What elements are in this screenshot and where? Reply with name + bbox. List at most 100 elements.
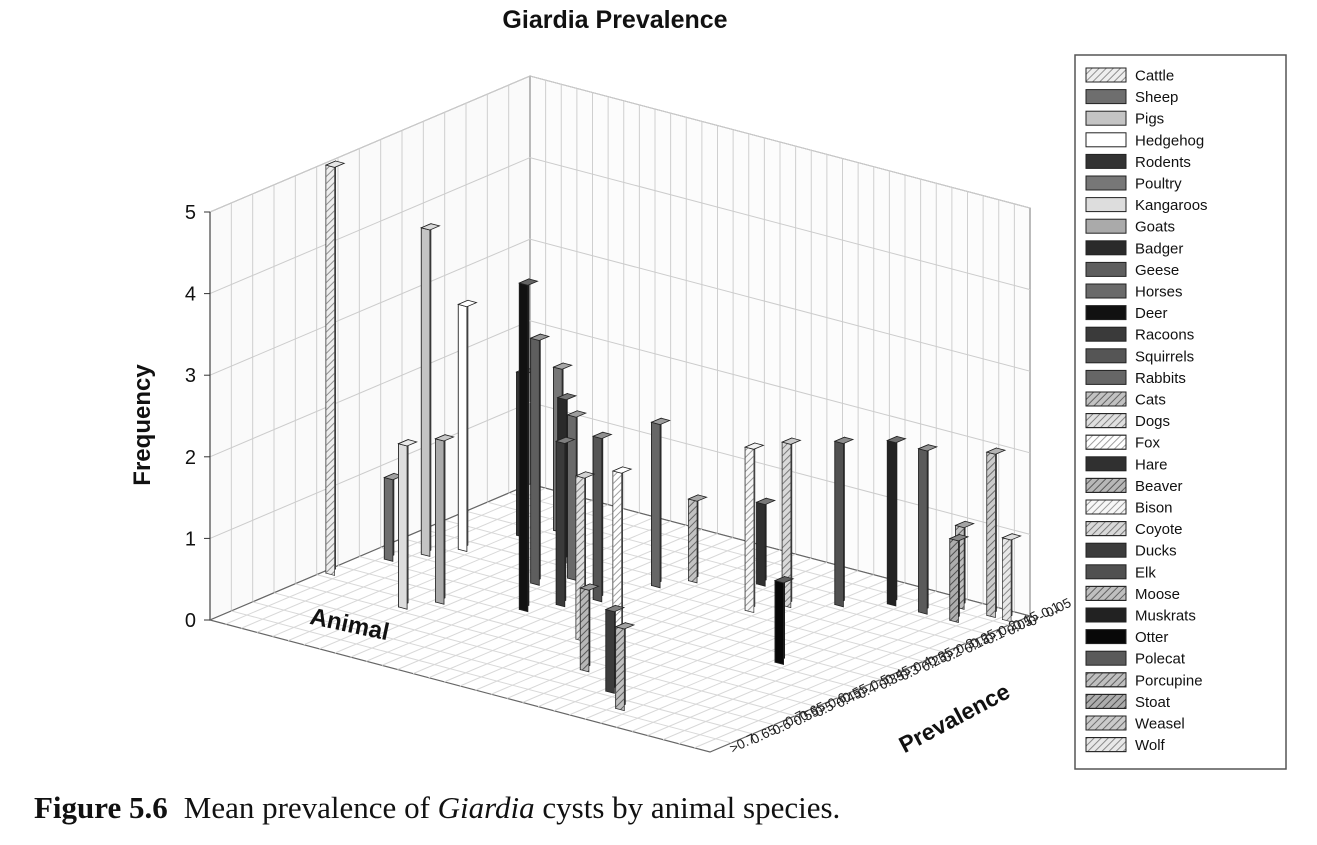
bar-front-tint — [1002, 537, 1011, 622]
floor-gridline — [475, 553, 796, 691]
legend-swatch — [1085, 348, 1127, 364]
caption-text-after: cysts by animal species. — [534, 790, 841, 825]
legend-item-geese: Geese — [1085, 261, 1179, 279]
bar-front-tint — [326, 165, 335, 576]
legend-label: Rabbits — [1135, 370, 1186, 387]
bar-top-face — [755, 497, 777, 506]
bar-front-face — [434, 438, 445, 605]
bar-top-face — [574, 471, 596, 479]
bar-top-face — [591, 431, 613, 440]
legend-item-deer: Deer — [1085, 305, 1168, 322]
legend-label: Porcupine — [1135, 672, 1203, 689]
y-tick-label: 0 — [185, 610, 196, 632]
legend-swatch-tint — [1085, 67, 1127, 83]
legend-item-sheep: Sheep — [1085, 89, 1178, 106]
bar-front-tint — [688, 499, 697, 583]
floor-gridline — [412, 537, 734, 675]
bar-cats — [687, 494, 708, 584]
legend-item-wolf: Wolf — [1085, 737, 1166, 754]
legend-label: Deer — [1135, 305, 1168, 322]
bar-front-face — [420, 227, 431, 557]
floor-gridline — [647, 599, 968, 736]
legend-label: Hare — [1135, 456, 1168, 473]
legend-item-otter: Otter — [1085, 629, 1168, 646]
y-axis-ticks: 0 1 2 3 4 5 — [185, 202, 210, 632]
legend-label: Squirrels — [1135, 348, 1194, 365]
bar-top-face — [1001, 533, 1022, 541]
floor-gridline — [231, 610, 732, 744]
y-tick-label: 1 — [185, 528, 196, 550]
caption-text-before: Mean prevalence of — [183, 790, 438, 825]
legend-label: Weasel — [1135, 716, 1185, 733]
legend-item-pigs: Pigs — [1085, 110, 1164, 128]
legend-swatch — [1085, 650, 1127, 666]
legend-label: Ducks — [1135, 543, 1177, 560]
floor-gridline — [380, 546, 881, 680]
legend-swatch-tint — [1085, 391, 1127, 407]
bar-front-face — [530, 337, 540, 586]
horizontal-gridline — [209, 320, 1031, 458]
legend-swatch — [1085, 564, 1127, 580]
bar-top-face — [529, 333, 551, 341]
legend-label: Moose — [1135, 586, 1180, 603]
bar-top-face — [687, 494, 708, 502]
bar-front-tint — [986, 452, 996, 618]
legend-item-porcupine: Porcupine — [1085, 672, 1203, 689]
bar-racoons — [554, 436, 576, 608]
bar-cattle — [324, 160, 346, 576]
bar-front-face — [774, 580, 784, 666]
bar-top-face — [611, 466, 633, 474]
legend-swatch — [1085, 542, 1127, 558]
bar-front-face — [834, 440, 844, 608]
legend-swatch — [1085, 110, 1127, 126]
caption-italic: Giardia — [437, 790, 535, 825]
bar-hedgehog — [457, 299, 478, 553]
horizontal-gridline — [209, 401, 1031, 539]
legend-label: Geese — [1135, 262, 1179, 279]
legend-label: Cattle — [1135, 68, 1174, 85]
bar-ducks — [604, 604, 626, 694]
legend-item-hare: Hare — [1085, 456, 1168, 473]
legend-item-polecat: Polecat — [1085, 650, 1186, 668]
chart-bars — [324, 160, 1022, 712]
bar-front-tint — [615, 626, 625, 711]
legend-swatch — [1085, 218, 1127, 234]
bar-rabbits — [650, 417, 671, 589]
legend-item-bison: Bison — [1085, 499, 1173, 517]
legend-swatch — [1085, 240, 1127, 256]
bar-top-face — [650, 417, 671, 426]
floor-gridline — [678, 607, 999, 745]
bar-deer — [518, 278, 539, 613]
bar-top-face — [780, 437, 802, 445]
bar-stoat — [948, 533, 970, 624]
legend-swatch-tint — [1085, 737, 1127, 753]
bar-polecat — [917, 444, 939, 615]
y-axis-label: Frequency — [129, 364, 156, 486]
legend-swatch — [1085, 261, 1127, 277]
bar-front-tint — [745, 447, 754, 613]
bar-front-tint — [949, 538, 959, 623]
bar-front-tint — [613, 471, 622, 637]
legend-item-squirrels: Squirrels — [1085, 348, 1194, 365]
bar-top-face — [985, 447, 1007, 455]
legend-label: Horses — [1135, 284, 1183, 301]
legend-swatch — [1085, 456, 1127, 472]
bar-coyote — [780, 437, 802, 609]
legend-label: Wolf — [1135, 737, 1166, 754]
floor-gridline — [295, 583, 796, 717]
legend-label: Fox — [1135, 435, 1161, 452]
floor-gridline — [423, 528, 924, 662]
legend-swatch — [1085, 305, 1127, 321]
bar-top-face — [948, 534, 970, 542]
bar-front-face — [398, 443, 408, 610]
legend-swatch-tint — [1085, 693, 1127, 709]
bar-squirrels — [591, 431, 613, 603]
bar-front-face — [592, 435, 603, 603]
y-tick-label: 4 — [185, 284, 196, 306]
legend-swatch-tint — [1085, 521, 1127, 537]
floor-gridline — [506, 561, 828, 699]
floor-gridline — [537, 570, 859, 708]
bar-geese — [529, 333, 551, 586]
legend-swatch — [1085, 132, 1127, 148]
bar-horses — [566, 410, 588, 581]
